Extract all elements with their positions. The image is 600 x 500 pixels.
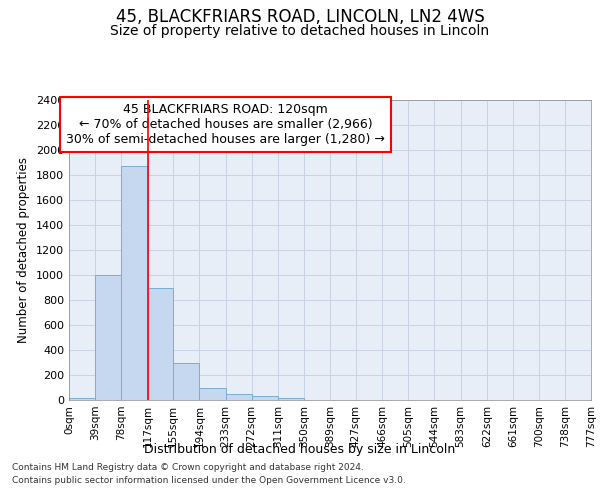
Bar	[226, 394, 252, 400]
Text: Size of property relative to detached houses in Lincoln: Size of property relative to detached ho…	[110, 24, 490, 38]
Bar	[199, 388, 226, 400]
Bar	[278, 398, 304, 400]
Bar	[121, 166, 148, 400]
Text: 45 BLACKFRIARS ROAD: 120sqm
← 70% of detached houses are smaller (2,966)
30% of : 45 BLACKFRIARS ROAD: 120sqm ← 70% of det…	[66, 103, 385, 146]
Bar	[69, 398, 95, 400]
Y-axis label: Number of detached properties: Number of detached properties	[17, 157, 31, 343]
Text: Contains HM Land Registry data © Crown copyright and database right 2024.: Contains HM Land Registry data © Crown c…	[12, 464, 364, 472]
Text: Distribution of detached houses by size in Lincoln: Distribution of detached houses by size …	[145, 442, 455, 456]
Bar	[95, 275, 121, 400]
Text: Contains public sector information licensed under the Open Government Licence v3: Contains public sector information licen…	[12, 476, 406, 485]
Bar	[173, 362, 199, 400]
Text: 45, BLACKFRIARS ROAD, LINCOLN, LN2 4WS: 45, BLACKFRIARS ROAD, LINCOLN, LN2 4WS	[116, 8, 484, 26]
Bar	[148, 288, 173, 400]
Bar	[252, 396, 278, 400]
